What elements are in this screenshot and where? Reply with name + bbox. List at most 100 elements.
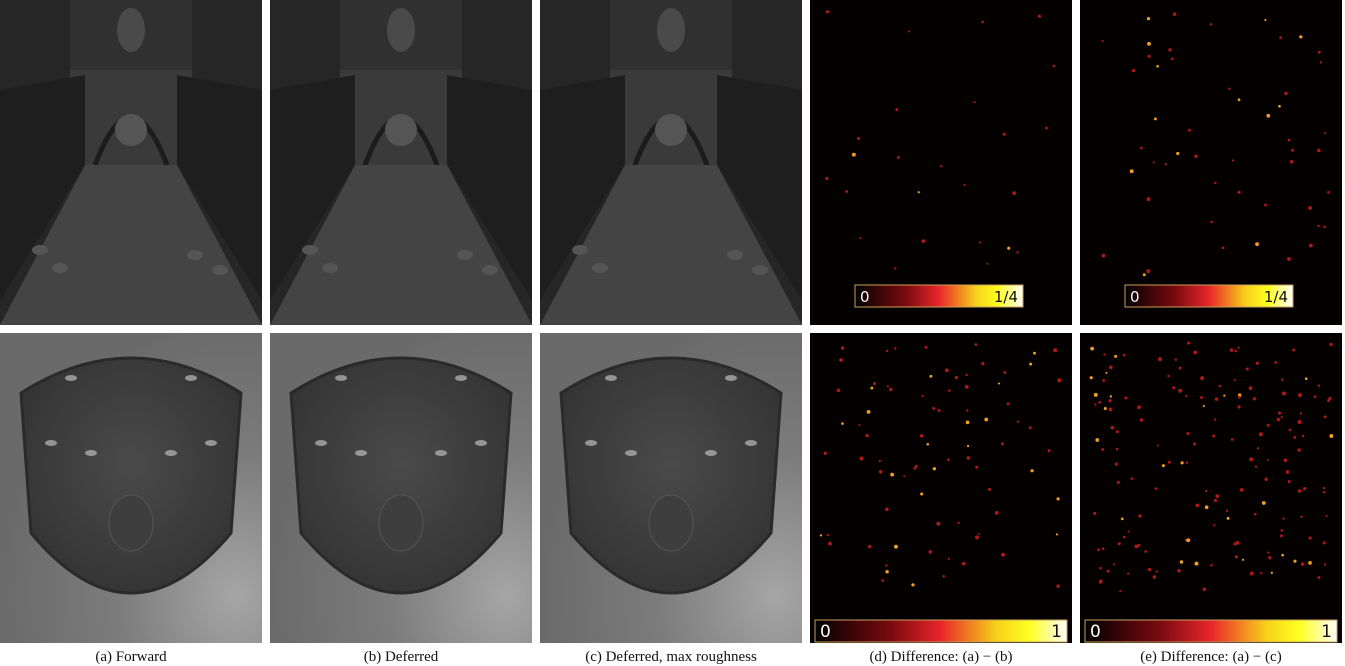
- diff-speck: [852, 153, 856, 157]
- diff-speck: [894, 347, 896, 349]
- diff-speck: [1162, 464, 1165, 467]
- diff-speck: [1298, 489, 1301, 492]
- diff-speck: [1138, 514, 1141, 517]
- highlight: [165, 450, 177, 456]
- diff-speck: [1214, 182, 1217, 185]
- diff-speck: [966, 421, 970, 425]
- diff-speck: [1146, 269, 1150, 273]
- diff-speck: [897, 156, 900, 159]
- diff-speck: [1234, 379, 1236, 381]
- diff-speck: [1188, 129, 1191, 132]
- panel: 01: [1080, 333, 1342, 643]
- diff-speck: [1099, 581, 1102, 584]
- diff-speck: [986, 263, 988, 265]
- diff-speck: [1327, 191, 1330, 194]
- diff-speck: [1317, 225, 1319, 227]
- diff-speck: [1253, 397, 1256, 400]
- diff-speck: [1318, 385, 1320, 387]
- diff-speck: [1098, 401, 1101, 404]
- diff-speck: [1284, 92, 1287, 95]
- diff-speck: [1288, 480, 1291, 483]
- diff-speck: [920, 434, 923, 437]
- diff-speck: [1303, 487, 1306, 490]
- highlight: [355, 450, 367, 456]
- diff-speck: [1172, 386, 1175, 389]
- diff-speck: [865, 434, 868, 437]
- diff-bg: [1080, 333, 1342, 643]
- highlight: [335, 375, 347, 381]
- diff-speck: [1107, 570, 1110, 573]
- diff-speck: [868, 545, 871, 548]
- diff-speck: [1153, 161, 1155, 163]
- diff-speck: [1242, 559, 1244, 561]
- diff-speck: [1230, 348, 1233, 351]
- caption: (e) Difference: (a) − (c): [1140, 649, 1281, 665]
- diff-speck: [1156, 570, 1158, 572]
- diff-speck: [1144, 550, 1147, 553]
- diff-speck: [1219, 385, 1221, 387]
- diff-speck: [1093, 512, 1096, 515]
- caption: (d) Difference: (a) − (b): [869, 649, 1012, 665]
- diff-speck: [1238, 98, 1241, 101]
- highlight: [705, 450, 717, 456]
- diff-speck: [1108, 399, 1111, 402]
- diff-speck: [1056, 533, 1058, 535]
- diff-speck: [1213, 524, 1215, 526]
- diff-speck: [1233, 542, 1236, 545]
- diff-speck: [1116, 448, 1119, 451]
- urn: [52, 263, 68, 273]
- diff-speck: [1056, 497, 1059, 500]
- diff-speck: [1186, 461, 1188, 463]
- top-ornament: [117, 8, 145, 52]
- diff-speck: [1111, 426, 1115, 430]
- panel: 01: [810, 333, 1072, 643]
- caption: (a) Forward: [95, 649, 167, 665]
- diff-speck: [1176, 152, 1179, 155]
- diff-speck: [1255, 466, 1257, 468]
- diff-speck: [1140, 147, 1143, 150]
- diff-speck: [839, 358, 843, 362]
- diff-speck: [936, 522, 940, 526]
- diff-speck: [1007, 402, 1010, 405]
- diff-speck: [1323, 491, 1326, 494]
- diff-speck: [1234, 350, 1237, 353]
- urn: [482, 265, 498, 275]
- diff-speck: [925, 346, 928, 349]
- diff-speck: [1255, 242, 1259, 246]
- lion-shield: [21, 358, 241, 593]
- diff-speck: [1277, 418, 1280, 421]
- diff-speck: [1173, 12, 1177, 16]
- diff-speck: [1264, 478, 1268, 482]
- diff-speck: [1103, 354, 1105, 356]
- diff-speck: [859, 237, 861, 239]
- diff-speck: [981, 21, 984, 24]
- diff-speck: [948, 389, 951, 392]
- diff-speck: [1156, 65, 1159, 68]
- diff-speck: [1102, 547, 1105, 550]
- diff-speck: [1264, 203, 1267, 206]
- diff-speck: [1168, 48, 1171, 51]
- diff-speck: [998, 382, 1000, 384]
- diff-speck: [824, 452, 827, 455]
- diff-speck: [1249, 457, 1253, 461]
- diff-speck: [1185, 395, 1187, 397]
- diff-speck: [1094, 403, 1096, 405]
- highlight: [185, 375, 197, 381]
- diff-speck: [966, 409, 968, 411]
- diff-speck: [967, 456, 971, 460]
- diff-speck: [1007, 247, 1010, 250]
- diff-speck: [1300, 412, 1302, 414]
- diff-speck: [1278, 412, 1281, 415]
- colorbar-high: 1: [1051, 622, 1062, 642]
- diff-speck: [1168, 461, 1171, 464]
- diff-speck: [1235, 555, 1238, 558]
- diff-speck: [1178, 389, 1182, 393]
- highlight: [205, 440, 217, 446]
- diff-speck: [1109, 366, 1113, 370]
- highlight: [625, 450, 637, 456]
- diff-speck: [1215, 397, 1218, 400]
- diff-speck: [1299, 35, 1302, 38]
- diff-speck: [967, 445, 969, 447]
- diff-speck: [1317, 149, 1321, 153]
- diff-speck: [1102, 379, 1105, 382]
